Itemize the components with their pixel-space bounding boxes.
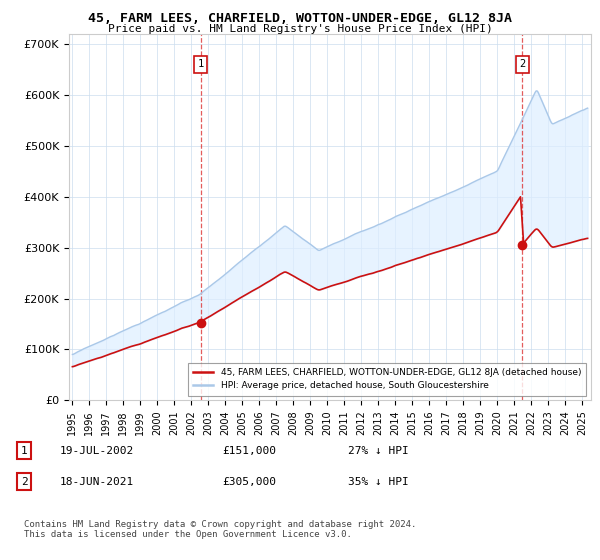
Text: 45, FARM LEES, CHARFIELD, WOTTON-UNDER-EDGE, GL12 8JA: 45, FARM LEES, CHARFIELD, WOTTON-UNDER-E…	[88, 12, 512, 25]
Text: Contains HM Land Registry data © Crown copyright and database right 2024.
This d: Contains HM Land Registry data © Crown c…	[24, 520, 416, 539]
Text: 19-JUL-2002: 19-JUL-2002	[60, 446, 134, 456]
Text: 1: 1	[20, 446, 28, 456]
Text: £151,000: £151,000	[222, 446, 276, 456]
Text: 2: 2	[20, 477, 28, 487]
Text: 2: 2	[519, 59, 526, 69]
Text: 27% ↓ HPI: 27% ↓ HPI	[348, 446, 409, 456]
Legend: 45, FARM LEES, CHARFIELD, WOTTON-UNDER-EDGE, GL12 8JA (detached house), HPI: Ave: 45, FARM LEES, CHARFIELD, WOTTON-UNDER-E…	[188, 362, 586, 396]
Text: 35% ↓ HPI: 35% ↓ HPI	[348, 477, 409, 487]
Text: Price paid vs. HM Land Registry's House Price Index (HPI): Price paid vs. HM Land Registry's House …	[107, 24, 493, 34]
Text: 18-JUN-2021: 18-JUN-2021	[60, 477, 134, 487]
Text: £305,000: £305,000	[222, 477, 276, 487]
Text: 1: 1	[197, 59, 204, 69]
